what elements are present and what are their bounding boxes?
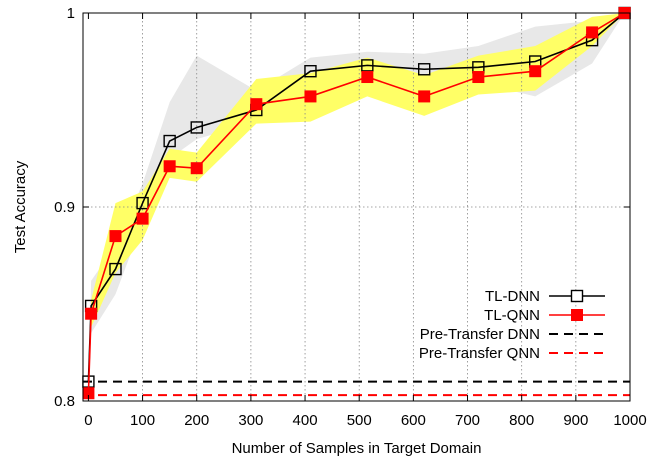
y-axis-label: Test Accuracy [12,160,29,253]
x-tick-label: 600 [401,412,426,429]
legend-pre-transfer-dnn-label: Pre-Transfer DNN [420,326,540,343]
band-tl-qnn [88,13,625,394]
tl-qnn-point [163,160,176,173]
tl-qnn-point [529,65,542,78]
reference-lines [83,380,630,397]
tl-dnn-line [87,12,626,382]
legend-pre-transfer-qnn-label: Pre-Transfer QNN [419,345,540,362]
x-tick-label: 500 [347,412,372,429]
legend-tl-dnn-marker [570,289,584,303]
tl-dnn-point [109,262,122,276]
tl-dnn-point [417,63,431,76]
legend-tl-qnn-label: TL-QNN [484,307,540,324]
x-tick-label: 400 [293,412,318,429]
tl-qnn-point [109,230,122,243]
x-tick-label: 200 [184,412,209,429]
y-tick-label: 0.8 [54,393,75,410]
data-series [82,6,631,400]
tl-qnn-point [472,71,485,84]
tl-dnn-point [304,64,317,78]
tl-dnn-point [163,134,176,148]
tl-qnn-point [250,98,263,111]
x-tick-label: 1000 [613,412,646,429]
x-tick-label: 100 [130,412,155,429]
tl-dnn-point [136,196,149,210]
tl-dnn-point [190,121,203,134]
x-tick-label: 300 [238,412,263,429]
grid-lines [83,13,630,401]
band-tl-dnn [88,13,625,382]
x-tick-label: 0 [84,412,92,429]
x-axis-label: Number of Samples in Target Domain [232,440,482,457]
x-tick-label: 700 [455,412,480,429]
tl-qnn-point [586,26,599,39]
legend-tl-dnn-label: TL-DNN [485,288,540,305]
legend: TL-DNN TL-QNN Pre-Transfer DNN Pre-Transfer… [419,288,605,362]
x-tick-label: 800 [509,412,534,429]
tl-qnn-point [190,162,203,175]
y-tick-label: 1 [67,5,75,22]
y-tick-label: 0.9 [54,199,75,216]
legend-tl-qnn-marker [571,309,583,321]
tl-qnn-point [85,307,98,320]
tl-dnn-point [361,59,374,72]
tl-qnn-point [418,90,431,103]
tl-qnn-point [304,90,317,103]
tl-qnn-point [361,71,374,84]
confidence-bands [88,13,625,394]
tl-qnn-point [136,212,149,225]
axis-ticks: 0 100 200 300 400 500 600 700 800 900 1000 0.8 0.9 1 [54,5,647,429]
x-tick-label: 900 [563,412,588,429]
